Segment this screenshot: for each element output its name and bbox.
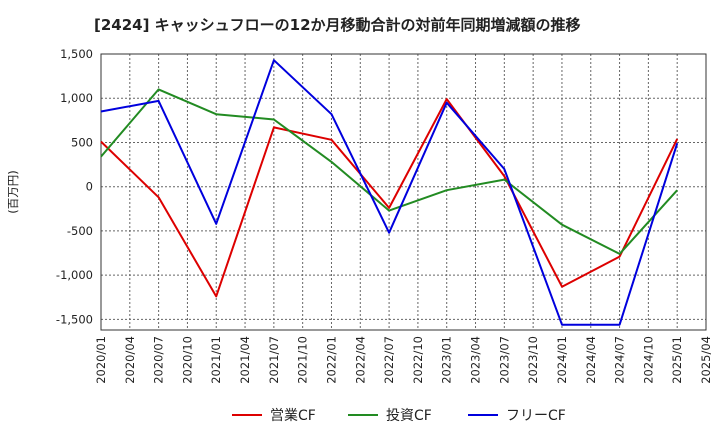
x-tick-label: 2023/07 (497, 336, 511, 384)
y-tick-label: 500 (71, 135, 93, 149)
x-tick-label: 2021/04 (238, 336, 252, 384)
x-tick-label: 2024/10 (641, 336, 655, 384)
x-tick-label: 2022/10 (411, 336, 425, 384)
x-tick-label: 2022/07 (382, 336, 396, 384)
y-tick-label: -1,000 (56, 268, 93, 282)
x-tick-label: 2023/01 (440, 336, 454, 384)
legend: 営業CF 投資CF フリーCF (232, 408, 566, 424)
x-tick-label: 2024/01 (555, 336, 569, 384)
series-line (100, 88, 678, 255)
x-tick-label: 2024/04 (584, 336, 598, 384)
plot-frame (100, 53, 707, 331)
x-tick-label: 2020/07 (152, 336, 166, 384)
y-tick-label: 1,000 (60, 91, 93, 105)
x-tick-label: 2023/10 (526, 336, 540, 384)
x-tick-label: 2022/01 (324, 336, 338, 384)
y-tick-label: 1,500 (60, 47, 93, 61)
x-tick-label: 2020/04 (123, 336, 137, 384)
series-layer (100, 59, 679, 326)
y-tick-label: -500 (67, 224, 93, 238)
y-axis-label: (百万円) (6, 170, 20, 213)
x-tick-label: 2021/01 (209, 336, 223, 384)
series-line (100, 59, 679, 326)
x-tick-label: 2024/07 (613, 336, 627, 384)
y-tick-label: -1,500 (56, 312, 93, 326)
grid-layer (100, 53, 707, 330)
x-tick-label: 2020/10 (180, 336, 194, 384)
x-tick-label: 2021/10 (296, 336, 310, 384)
chart-title: [2424] キャッシュフローの12か月移動合計の対前年同期増減額の推移 (94, 16, 581, 34)
plot-area (101, 54, 706, 330)
x-tick-label: 2020/01 (94, 336, 108, 384)
legend-label: 営業CF (270, 408, 316, 424)
legend-label: 投資CF (386, 408, 432, 424)
y-tick-label: 0 (86, 180, 93, 194)
series-line (100, 98, 679, 298)
x-tick-label: 2025/04 (699, 336, 713, 384)
x-tick-label: 2023/04 (469, 336, 483, 384)
x-tick-label: 2025/01 (670, 336, 684, 384)
x-tick-label: 2021/07 (267, 336, 281, 384)
legend-label: フリーCF (506, 408, 566, 424)
x-tick-label: 2022/04 (353, 336, 367, 384)
